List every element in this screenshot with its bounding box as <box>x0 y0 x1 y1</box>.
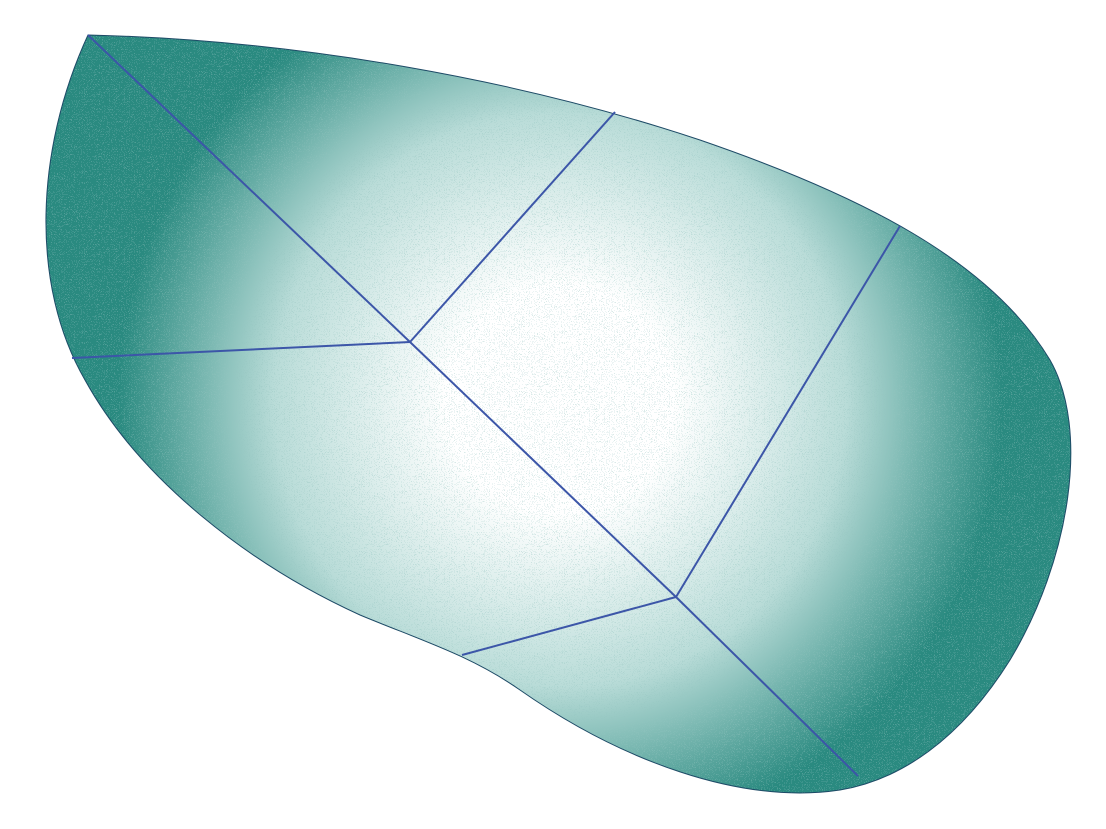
vein-main-lower <box>675 596 859 777</box>
vein-branch-right <box>675 225 901 598</box>
vein-main-upper <box>87 34 411 343</box>
veins <box>71 34 901 777</box>
vein-branch-lower-left <box>461 596 677 656</box>
vein-branch-upper-right <box>409 111 616 343</box>
vein-main-middle <box>409 341 677 598</box>
leaf-outline <box>45 34 1072 794</box>
vein-branch-left <box>71 341 411 359</box>
